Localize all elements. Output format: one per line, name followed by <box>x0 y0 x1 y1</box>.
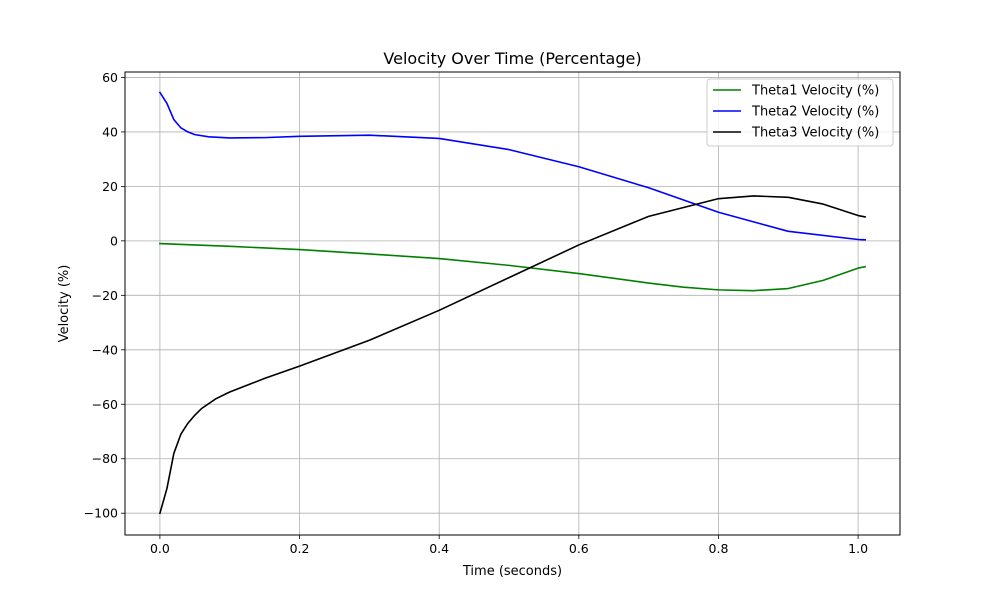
legend-box <box>706 78 894 147</box>
x-tick-label: 0.2 <box>290 541 310 556</box>
chart-title: Velocity Over Time (Percentage) <box>383 49 641 68</box>
x-tick-label: 0.6 <box>569 541 589 556</box>
x-tick-label: 0.4 <box>429 541 449 556</box>
legend: Theta1 Velocity (%) Theta2 Velocity (%) Th… <box>706 78 894 147</box>
x-tick-label: 0.0 <box>150 541 170 556</box>
plot-frame <box>124 71 901 536</box>
y-tick-label: −100 <box>84 506 118 521</box>
legend-label: Theta2 Velocity (%) <box>751 105 879 120</box>
y-tick-label: −40 <box>92 342 118 357</box>
y-tick-label: 40 <box>102 124 118 139</box>
legend-label: Theta1 Velocity (%) <box>751 84 879 99</box>
y-axis-ticks: −100 −80 −60 −40 −20 0 20 40 60 <box>84 70 125 521</box>
y-tick-label: −60 <box>92 397 118 412</box>
legend-entries: Theta1 Velocity (%) Theta2 Velocity (%) Th… <box>713 84 879 141</box>
theta1-velocity-line <box>159 242 867 292</box>
y-tick-label: 0 <box>110 233 118 248</box>
series-layer <box>158 91 867 515</box>
y-tick-label: −80 <box>92 451 118 466</box>
y-tick-label: 20 <box>102 179 118 194</box>
theta2-velocity-line <box>158 91 866 241</box>
y-tick-label: 60 <box>102 70 118 85</box>
x-axis-label: Time (seconds) <box>462 564 562 579</box>
theta3-velocity-line <box>158 195 867 515</box>
legend-label: Theta3 Velocity (%) <box>751 126 879 141</box>
grid <box>125 72 900 535</box>
y-tick-label: −20 <box>92 288 118 303</box>
x-axis-ticks: 0.0 0.2 0.4 0.6 0.8 1.0 <box>150 535 868 556</box>
x-tick-label: 1.0 <box>848 541 868 556</box>
y-axis-label: Velocity (%) <box>57 265 72 343</box>
x-tick-label: 0.8 <box>709 541 729 556</box>
